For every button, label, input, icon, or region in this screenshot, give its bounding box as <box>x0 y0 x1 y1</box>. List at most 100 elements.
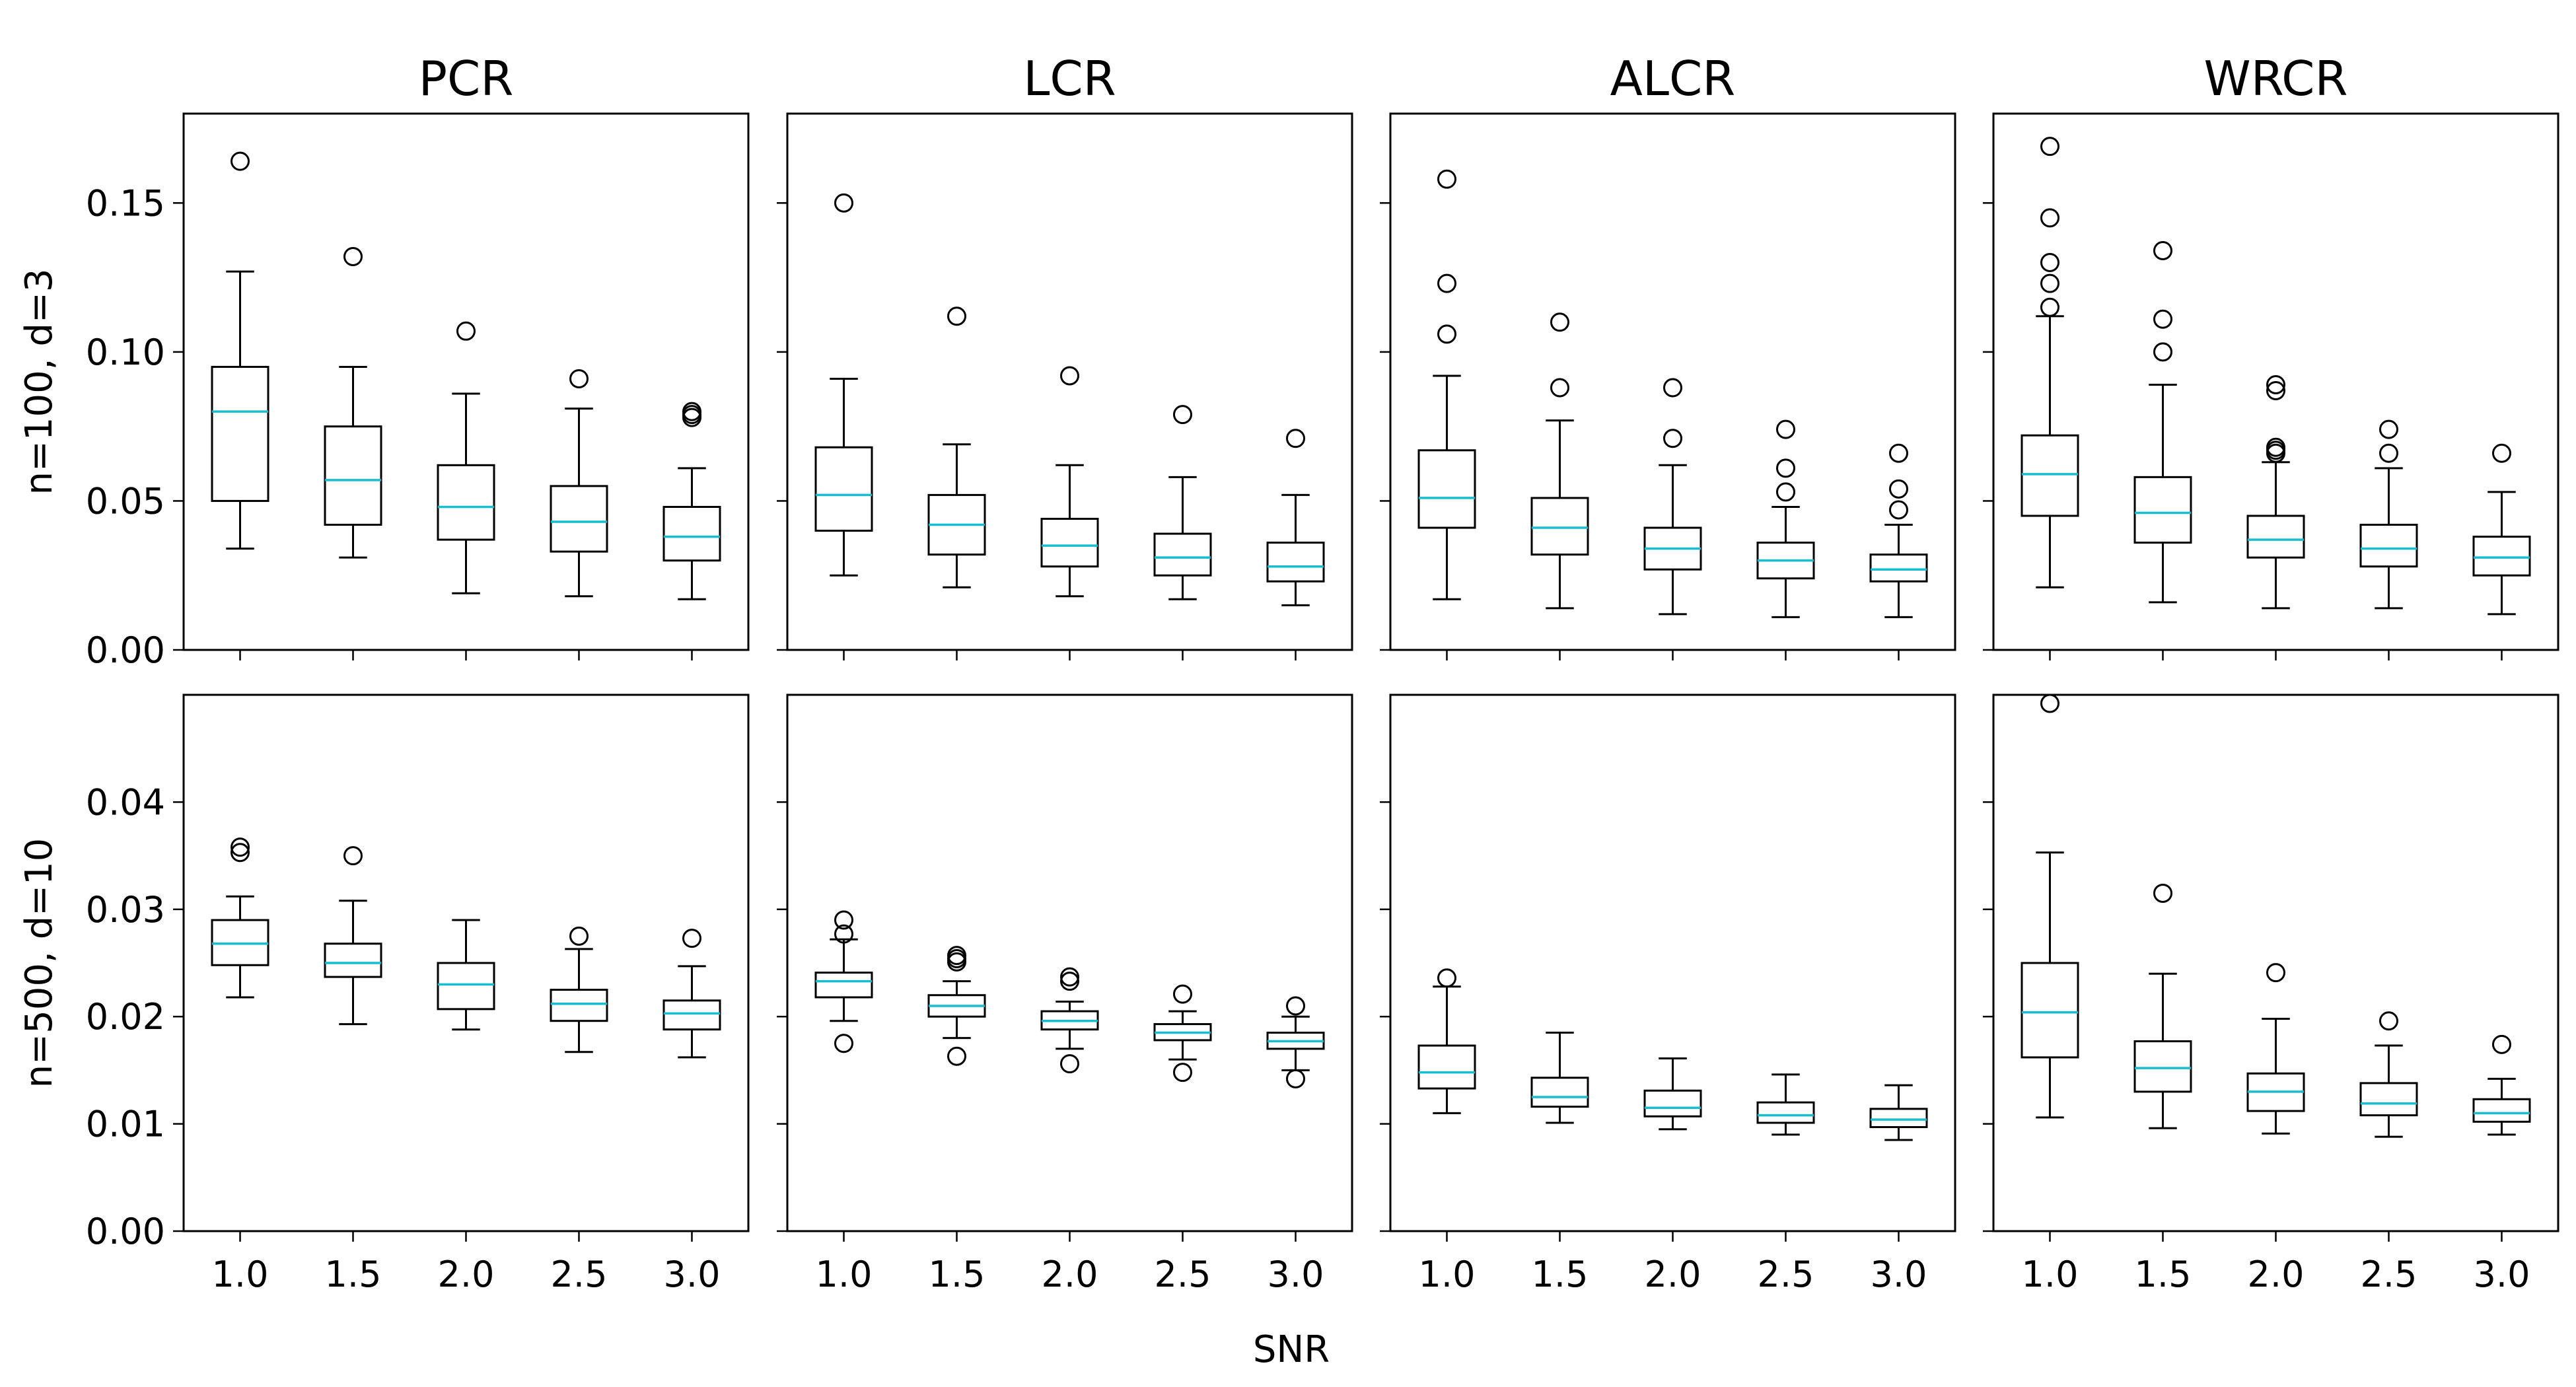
row-label-2: n=500, d=10 <box>18 838 61 1088</box>
panel-frame <box>1389 112 1956 651</box>
iqr-box <box>324 942 382 978</box>
box-1.5 <box>927 306 986 588</box>
iqr-box <box>2359 1082 2418 1117</box>
box-3.0 <box>662 929 721 1059</box>
box-1.5 <box>324 846 382 1026</box>
panel-r2-wrcr: 1.0 1.5 2.0 2.5 3.0 <box>1983 694 2559 1295</box>
iqr-box <box>2133 1040 2192 1093</box>
iqr-box <box>1869 1108 1928 1128</box>
panel-frame <box>786 112 1353 651</box>
panel-r2-pcr: 0.00 0.01 0.02 0.03 0.04 1.0 1.5 2.0 2.5 3.0 <box>86 694 750 1295</box>
flier-point <box>1060 366 1079 386</box>
x-tick-label: 3.0 <box>2474 1254 2530 1295</box>
flier-point <box>1889 443 1908 463</box>
x-tick-label: 2.0 <box>2248 1254 2305 1295</box>
iqr-box <box>1530 497 1589 556</box>
box-2.5 <box>1756 1073 1815 1136</box>
flier-point <box>456 321 476 341</box>
flier-point <box>231 837 250 857</box>
flier-point <box>2153 342 2172 362</box>
iqr-box <box>814 972 873 999</box>
box-2.5 <box>2359 1011 2418 1138</box>
flier-point <box>1663 378 1682 398</box>
x-tick-label: 1.5 <box>1532 1254 1589 1295</box>
box-3.0 <box>1266 429 1325 606</box>
flier-point <box>1437 273 1456 293</box>
flier-point <box>2266 437 2285 457</box>
box-1.0 <box>211 837 269 999</box>
box-3.0 <box>2472 443 2531 616</box>
box-3.0 <box>1266 996 1325 1088</box>
y-tick-label: 0.04 <box>86 781 165 823</box>
y-tick-label: 0.00 <box>86 629 165 671</box>
flier-point <box>2492 443 2511 463</box>
box-3.0 <box>662 402 721 600</box>
panel-r1-pcr: PCR 0.00 0.05 0.10 0.15 <box>86 51 750 671</box>
x-tick-label: 2.0 <box>1042 1254 1098 1295</box>
flier-point <box>1663 429 1682 448</box>
iqr-box <box>324 425 382 526</box>
flier-point <box>834 193 853 213</box>
flier-point <box>834 924 853 944</box>
x-tick-label: 1.0 <box>2022 1254 2079 1295</box>
flier-point <box>2379 419 2398 439</box>
flier-point <box>1437 968 1456 988</box>
iqr-box <box>550 989 608 1022</box>
x-tick-label: 3.0 <box>1871 1254 1927 1295</box>
iqr-box <box>437 962 495 1011</box>
box-2.0 <box>2246 375 2305 610</box>
flier-point <box>1889 479 1908 499</box>
flier-point <box>2153 309 2172 329</box>
panel-r2-lcr: 1.0 1.5 2.0 2.5 3.0 <box>777 694 1353 1295</box>
box-3.0 <box>2472 1034 2531 1136</box>
x-tick-label: 1.5 <box>2135 1254 2192 1295</box>
iqr-box <box>2359 524 2418 568</box>
box-2.5 <box>1153 984 1212 1083</box>
iqr-box <box>1040 518 1099 568</box>
flier-point <box>2266 963 2285 983</box>
x-tick-label: 2.0 <box>1645 1254 1701 1295</box>
box-2.5 <box>1756 419 1815 618</box>
row-label-1: n=100, d=3 <box>18 269 61 495</box>
x-tick-label: 1.5 <box>325 1254 382 1295</box>
iqr-box <box>2472 1098 2531 1123</box>
x-tick-label: 3.0 <box>1268 1254 1324 1295</box>
column-title-pcr: PCR <box>419 51 514 106</box>
box-2.0 <box>1040 366 1099 598</box>
x-tick-label: 2.5 <box>551 1254 608 1295</box>
flier-point <box>947 946 966 966</box>
box-2.5 <box>1153 405 1212 600</box>
panel-r2-alcr: 1.0 1.5 2.0 2.5 3.0 <box>1380 694 1956 1295</box>
x-axis-label: SNR <box>1253 1328 1330 1371</box>
flier-point <box>2266 381 2285 401</box>
x-tick-label: 1.0 <box>212 1254 269 1295</box>
flier-point <box>2153 883 2172 903</box>
flier-point <box>1173 1063 1192 1083</box>
flier-point <box>682 929 701 948</box>
flier-point <box>1286 429 1305 448</box>
iqr-box <box>2021 962 2079 1059</box>
iqr-box <box>2246 515 2305 559</box>
iqr-box <box>2472 536 2531 577</box>
box-2.0 <box>2246 963 2305 1135</box>
box-1.0 <box>814 910 873 1053</box>
flier-point <box>1437 324 1456 344</box>
panel-frame <box>1389 694 1956 1232</box>
x-tick-label: 3.0 <box>664 1254 721 1295</box>
iqr-box <box>662 999 721 1031</box>
x-tick-label: 2.5 <box>2361 1254 2417 1295</box>
flier-point <box>1286 1069 1305 1088</box>
flier-point <box>1889 500 1908 520</box>
iqr-box <box>2021 434 2079 517</box>
flier-point <box>231 151 250 171</box>
iqr-box <box>1266 542 1325 583</box>
flier-point <box>1060 1054 1079 1074</box>
iqr-box <box>2133 476 2192 544</box>
panel-r1-wrcr: WRCR <box>1983 51 2559 660</box>
panel-frame <box>182 694 750 1232</box>
panel-frame <box>1992 112 2559 651</box>
box-1.0 <box>1417 968 1476 1114</box>
box-3.0 <box>1869 443 1928 618</box>
y-tick-label: 0.10 <box>86 332 165 373</box>
